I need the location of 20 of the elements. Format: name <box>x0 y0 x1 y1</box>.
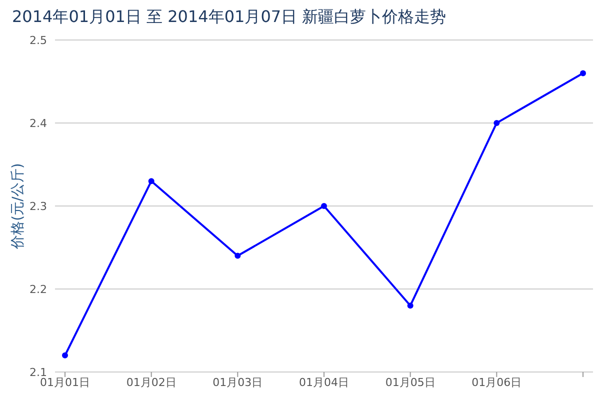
point <box>234 252 241 259</box>
y-tick-label: 2.1 <box>30 366 47 379</box>
y-axis-title: 价格(元/公斤) <box>10 163 26 250</box>
point <box>494 120 500 126</box>
x-tick-label: 01月06日 <box>472 376 522 389</box>
x-tick-label: 01月04日 <box>299 376 349 389</box>
chart-title: 2014年01月01日 至 2014年01月07日 新疆白萝卜价格走势 <box>12 7 446 26</box>
x-tick-label: 01月02日 <box>126 376 176 389</box>
y-tick-label: 2.3 <box>30 200 47 213</box>
x-tick-label: 01月05日 <box>385 376 436 389</box>
point <box>62 352 68 358</box>
point <box>321 203 327 209</box>
point <box>407 302 414 309</box>
y-tick-label: 2.2 <box>30 283 47 296</box>
y-tick-label: 2.5 <box>30 34 47 47</box>
y-tick-label: 2.4 <box>30 117 47 130</box>
point <box>148 178 154 184</box>
x-tick-label: 01月01日 <box>40 376 90 389</box>
x-tick-label: 01月03日 <box>212 376 263 389</box>
point <box>580 70 586 76</box>
